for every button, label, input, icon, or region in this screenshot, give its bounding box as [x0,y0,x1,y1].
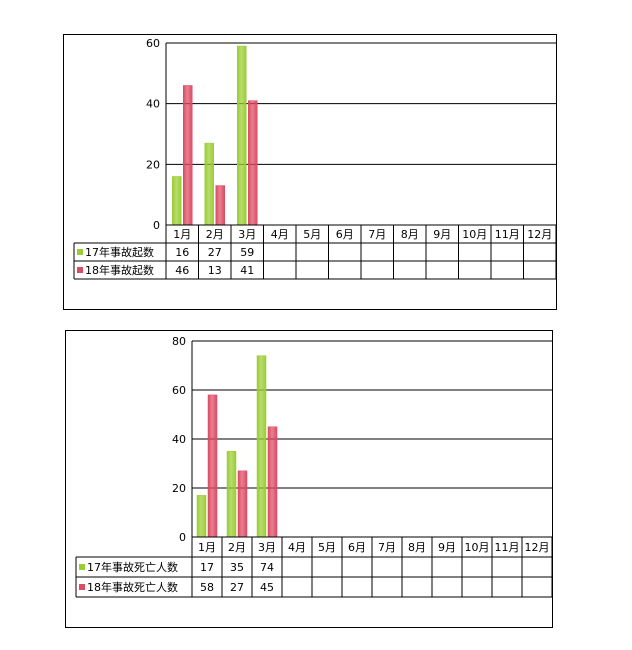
legend-swatch [79,564,85,570]
legend-label: 17年事故死亡人数 [87,560,178,574]
data-label: 74 [260,561,274,574]
x-tick-label: 1月 [173,228,191,241]
data-label: 58 [200,581,214,594]
x-tick-label: 1月 [198,541,216,554]
legend-swatch [77,249,83,255]
data-label: 16 [175,246,189,259]
y-tick-label: 20 [172,482,186,495]
y-tick-label: 20 [146,158,160,171]
x-tick-label: 4月 [288,541,306,554]
x-tick-label: 12月 [527,228,552,241]
bar [226,451,237,538]
bar [207,394,218,538]
bar [237,470,248,538]
bar [172,176,182,226]
x-tick-label: 10月 [465,541,490,554]
bar [256,355,267,538]
y-tick-label: 40 [146,98,160,111]
x-tick-label: 4月 [271,228,289,241]
x-tick-label: 10月 [462,228,487,241]
x-tick-label: 7月 [368,228,386,241]
data-label: 13 [208,264,222,277]
data-label: 27 [208,246,222,259]
bar [267,426,278,538]
death-count-chart: 0 20 40 60 80 1月 2月 3月 4月 5月 6月 7月 8月 9月 10月 11月 12月 17年事… [65,330,553,628]
x-tick-label: 12月 [525,541,550,554]
x-tick-label: 8月 [408,541,426,554]
legend-swatch [77,267,83,273]
data-label: 45 [260,581,274,594]
data-label: 41 [240,264,254,277]
legend-label: 18年事故起数 [85,263,154,277]
bar [215,185,225,226]
bar [204,142,214,226]
x-tick-label: 2月 [228,541,246,554]
y-tick-label: 40 [172,433,186,446]
death-count-chart-svg: 0 20 40 60 80 1月 2月 3月 4月 5月 6月 7月 8月 9月 10月 11月 12月 17年事… [75,335,553,598]
x-tick-label: 6月 [348,541,366,554]
legend-label: 18年事故死亡人数 [87,580,178,594]
bar [196,495,207,538]
y-tick-label: 0 [179,531,186,544]
y-tick-label: 60 [146,37,160,50]
x-tick-label: 9月 [433,228,451,241]
bar [248,100,258,226]
bar [183,85,193,226]
bar [237,45,247,226]
x-tick-label: 11月 [495,228,520,241]
x-tick-label: 3月 [238,228,256,241]
y-tick-label: 0 [153,219,160,232]
y-tick-label: 60 [172,384,186,397]
data-label: 59 [240,246,254,259]
data-label: 27 [230,581,244,594]
x-tick-label: 7月 [378,541,396,554]
x-tick-label: 9月 [438,541,456,554]
x-tick-label: 2月 [206,228,224,241]
data-label: 35 [230,561,244,574]
x-tick-label: 11月 [495,541,520,554]
x-tick-label: 5月 [318,541,336,554]
data-label: 46 [175,264,189,277]
x-tick-label: 8月 [401,228,419,241]
legend-label: 17年事故起数 [85,245,154,259]
accident-count-chart: 0 20 40 60 1月 2月 3月 4月 5月 6月 7月 8月 9月 10月 11月 12月 17年事故起… [63,34,557,310]
data-label: 17 [200,561,214,574]
x-tick-label: 5月 [303,228,321,241]
x-tick-label: 3月 [258,541,276,554]
x-tick-label: 6月 [336,228,354,241]
y-tick-label: 80 [172,335,186,348]
legend-swatch [79,584,85,590]
accident-count-chart-svg: 0 20 40 60 1月 2月 3月 4月 5月 6月 7月 8月 9月 10月 11月 12月 17年事故起… [73,37,557,280]
